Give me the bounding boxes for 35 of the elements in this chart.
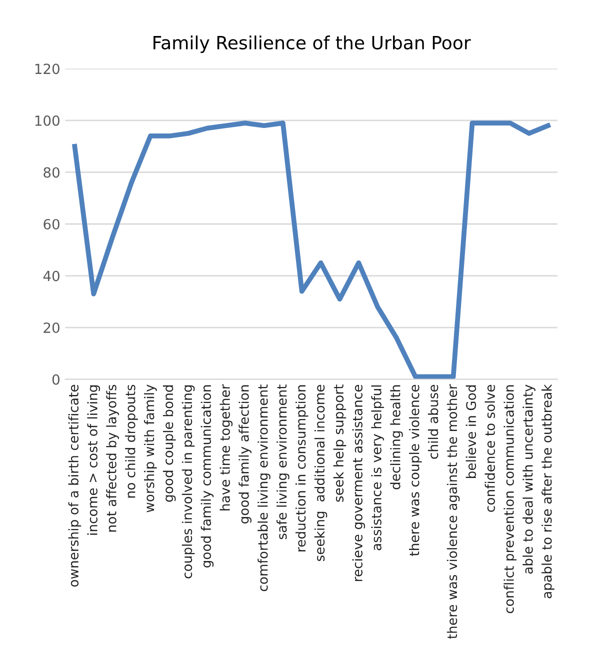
x-tick-label: recieve goverment assistance	[352, 384, 366, 582]
x-tick-label: seek help support	[333, 384, 346, 502]
chart-title: Family Resilience of the Urban Poor	[154, 36, 471, 53]
x-tick-label: child abuse	[428, 384, 438, 459]
y-tick-label: 20	[44, 322, 60, 334]
x-tick-label: good family communication	[200, 385, 214, 568]
x-tick-label: there was couple violence	[409, 384, 422, 556]
x-tick-label: conflict prevention communication	[504, 385, 516, 614]
y-tick-label: 80	[44, 167, 60, 178]
x-tick-label: declining health	[390, 385, 403, 490]
x-tick-label: reduction in consumption	[295, 385, 308, 552]
y-tick-label: 100	[35, 115, 60, 126]
x-tick-label: able to deal with uncertainty	[522, 384, 536, 574]
y-tick-label: 60	[44, 218, 60, 230]
x-tick-label: there was violence against the mother	[446, 384, 460, 639]
x-tick-label: worship with family	[144, 384, 157, 512]
x-tick-label: apable to rise after the outbreak	[542, 384, 554, 598]
x-tick-label: not affected by layoffs	[106, 384, 119, 532]
x-tick-label: income > cost of living	[87, 385, 100, 535]
x-tick-label: ownership of a birth certificate	[68, 384, 82, 587]
x-tick-label: seeking additional income	[314, 384, 328, 562]
line-series	[72, 120, 550, 380]
x-tick-label: have time together	[220, 384, 233, 510]
x-tick-label: confidence to solve	[484, 384, 495, 512]
x-tick-label: couples involved in parenting	[182, 385, 195, 578]
x-tick-label: believe in God	[466, 385, 476, 478]
x-tick-label: no child dropouts	[125, 384, 138, 498]
y-tick-label: 0	[52, 374, 60, 385]
x-tick-label: good couple bond	[162, 385, 176, 502]
y-tick-label: 120	[35, 64, 60, 74]
x-tick-label: good family affection	[238, 385, 252, 524]
x-tick-label: assistance is very helpful	[371, 385, 384, 550]
x-tick-label: safe living environment	[276, 384, 290, 540]
y-tick-label: 40	[43, 270, 60, 282]
x-tick-label: comfortable living environment	[258, 384, 270, 592]
